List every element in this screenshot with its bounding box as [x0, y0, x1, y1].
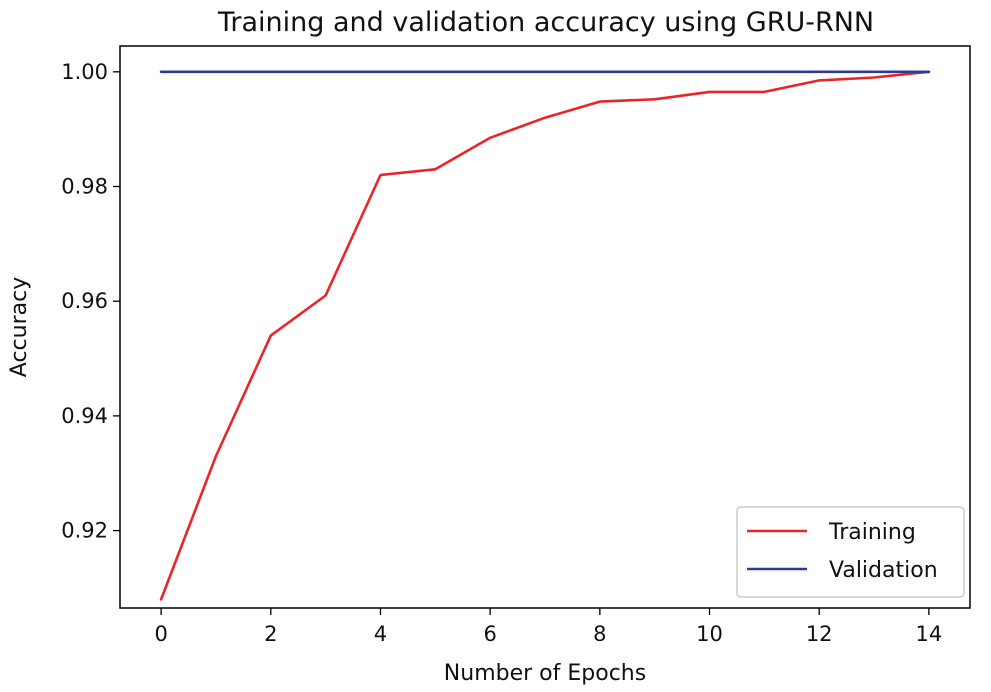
x-tick-label: 2	[264, 622, 277, 646]
series-group	[159, 70, 931, 601]
legend-box	[736, 506, 965, 598]
legend: Training Validation	[736, 506, 965, 598]
x-tick-label: 10	[696, 622, 723, 646]
training-line	[159, 70, 931, 601]
x-tick-label: 12	[806, 622, 833, 646]
x-axis-label: Number of Epochs	[444, 661, 646, 686]
y-axis-label: Accuracy	[7, 277, 32, 377]
x-tick-label: 6	[483, 622, 496, 646]
x-tick-label: 4	[374, 622, 387, 646]
y-tick-label: 0.98	[61, 175, 108, 199]
y-axis: 0.92 0.94 0.96 0.98 1.00	[61, 60, 120, 543]
validation-legend-label: Validation	[829, 558, 938, 583]
y-tick-label: 0.94	[61, 404, 108, 428]
x-tick-label: 8	[593, 622, 606, 646]
y-tick-label: 1.00	[61, 60, 108, 84]
y-tick-label: 0.96	[61, 289, 108, 313]
y-tick-label: 0.92	[61, 519, 108, 543]
training-legend-label: Training	[828, 520, 916, 545]
chart-title: Training and validation accuracy using G…	[217, 7, 874, 38]
x-tick-label: 14	[916, 622, 943, 646]
x-axis: 0 2 4 6 8 10 12 14	[154, 608, 942, 646]
x-tick-label: 0	[154, 622, 167, 646]
